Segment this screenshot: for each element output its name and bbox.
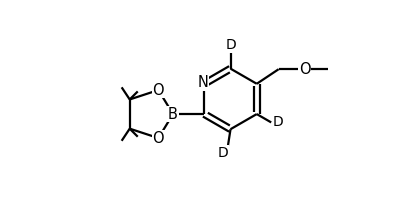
Text: D: D — [225, 38, 236, 52]
Text: D: D — [217, 146, 228, 160]
Text: N: N — [198, 75, 209, 90]
Text: D: D — [273, 115, 283, 129]
Text: B: B — [168, 106, 178, 122]
Text: O: O — [153, 83, 164, 98]
Text: O: O — [153, 131, 164, 145]
Text: O: O — [299, 62, 311, 77]
